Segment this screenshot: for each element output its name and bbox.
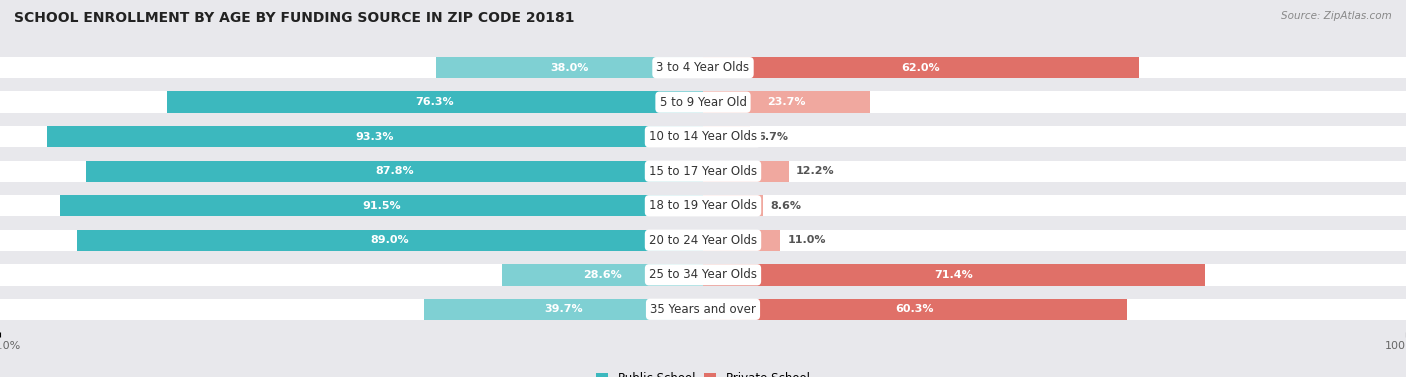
Bar [502, 264, 703, 285]
Bar [0, 161, 1406, 182]
Text: 60.3%: 60.3% [896, 304, 934, 314]
Bar [0, 126, 1406, 147]
Text: 15 to 17 Year Olds: 15 to 17 Year Olds [650, 165, 756, 178]
Text: 25 to 34 Year Olds: 25 to 34 Year Olds [650, 268, 756, 281]
Bar [86, 161, 703, 182]
Bar [703, 57, 1139, 78]
Bar [0, 52, 1406, 83]
Text: 11.0%: 11.0% [787, 235, 825, 245]
Bar [77, 230, 703, 251]
Text: 3 to 4 Year Olds: 3 to 4 Year Olds [657, 61, 749, 74]
Text: 10 to 14 Year Olds: 10 to 14 Year Olds [650, 130, 756, 143]
Text: 89.0%: 89.0% [371, 235, 409, 245]
Text: Source: ZipAtlas.com: Source: ZipAtlas.com [1281, 11, 1392, 21]
Text: 38.0%: 38.0% [550, 63, 589, 73]
Bar [0, 190, 1406, 221]
Text: 23.7%: 23.7% [768, 97, 806, 107]
Text: 76.3%: 76.3% [416, 97, 454, 107]
Bar [0, 260, 1406, 290]
Text: 93.3%: 93.3% [356, 132, 394, 142]
Bar [703, 230, 780, 251]
Text: 20 to 24 Year Olds: 20 to 24 Year Olds [650, 234, 756, 247]
Bar [59, 195, 703, 216]
Bar [703, 126, 751, 147]
Text: 91.5%: 91.5% [363, 201, 401, 211]
Legend: Public School, Private School: Public School, Private School [593, 369, 813, 377]
Bar [0, 92, 1406, 113]
Bar [703, 195, 763, 216]
Bar [0, 156, 1406, 187]
Bar [0, 299, 1406, 320]
Bar [0, 57, 1406, 78]
Bar [703, 264, 1205, 285]
Bar [48, 126, 703, 147]
Bar [0, 121, 1406, 152]
Text: 87.8%: 87.8% [375, 166, 413, 176]
Text: 5 to 9 Year Old: 5 to 9 Year Old [659, 96, 747, 109]
Bar [425, 299, 703, 320]
Bar [0, 294, 1406, 325]
Text: 18 to 19 Year Olds: 18 to 19 Year Olds [650, 199, 756, 212]
Text: 35 Years and over: 35 Years and over [650, 303, 756, 316]
Bar [703, 161, 789, 182]
Bar [0, 195, 1406, 216]
Text: 6.7%: 6.7% [758, 132, 789, 142]
Bar [0, 264, 1406, 285]
Bar [0, 87, 1406, 117]
Bar [436, 57, 703, 78]
Bar [0, 225, 1406, 256]
Bar [703, 299, 1128, 320]
Text: 39.7%: 39.7% [544, 304, 582, 314]
Text: SCHOOL ENROLLMENT BY AGE BY FUNDING SOURCE IN ZIP CODE 20181: SCHOOL ENROLLMENT BY AGE BY FUNDING SOUR… [14, 11, 575, 25]
Text: 12.2%: 12.2% [796, 166, 834, 176]
Text: 8.6%: 8.6% [770, 201, 801, 211]
Bar [167, 92, 703, 113]
Bar [0, 230, 1406, 251]
Bar [703, 92, 869, 113]
Text: 71.4%: 71.4% [935, 270, 973, 280]
Text: 28.6%: 28.6% [583, 270, 621, 280]
Text: 62.0%: 62.0% [901, 63, 941, 73]
